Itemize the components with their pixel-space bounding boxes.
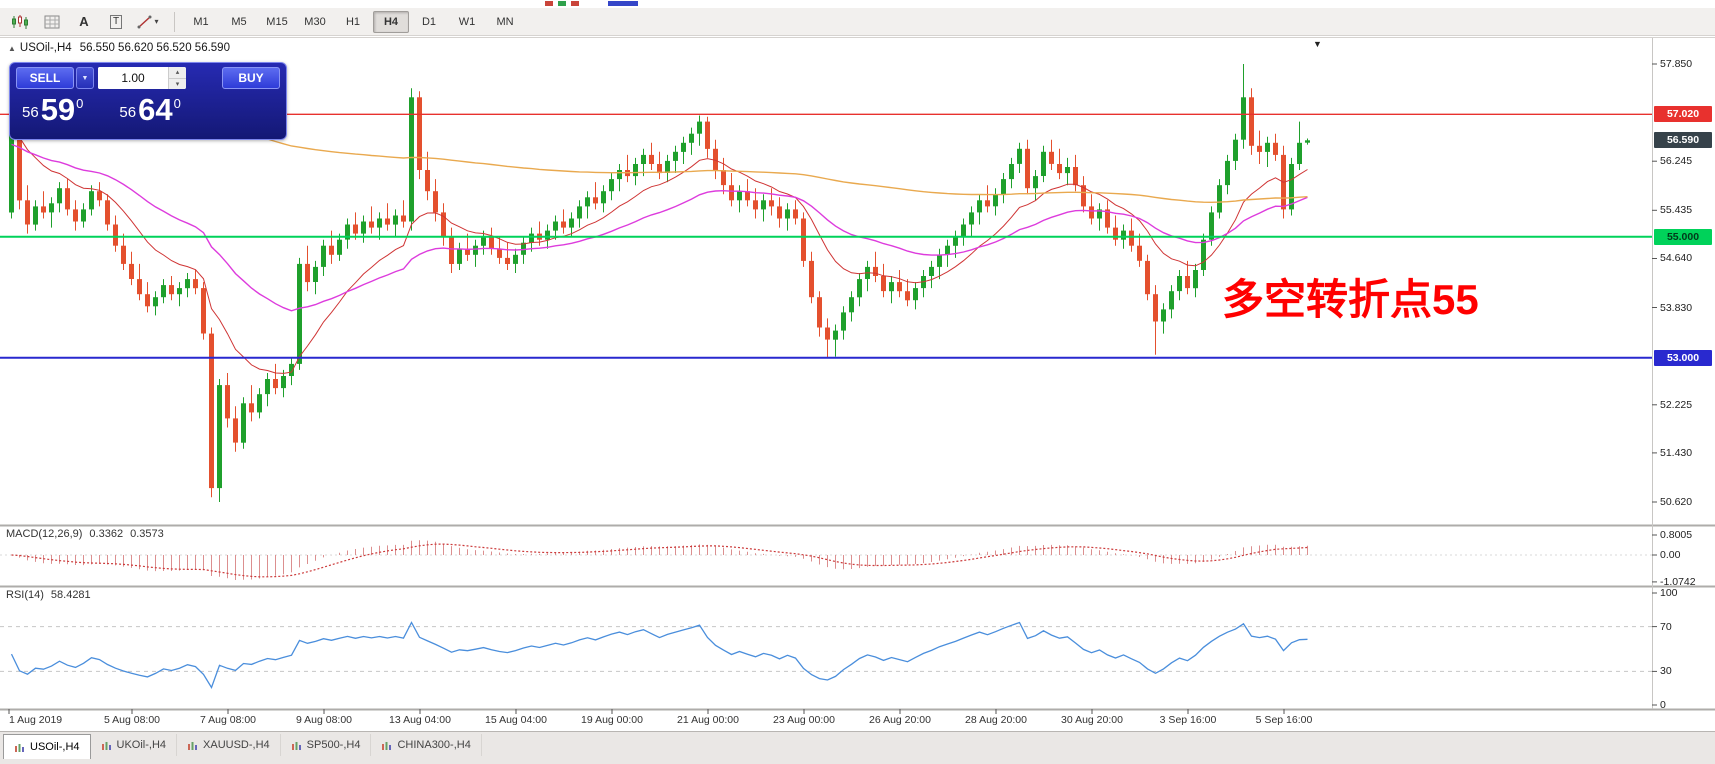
macd-main-value: 0.3362: [89, 528, 124, 540]
timeframe-m5[interactable]: M5: [231, 15, 247, 28]
tab-label: USOil-,H4: [30, 741, 80, 753]
grid-icon[interactable]: [38, 10, 66, 34]
tab-label: CHINA300-,H4: [397, 739, 471, 751]
tab-label: XAUUSD-,H4: [203, 739, 270, 751]
bid-price-sup: 0: [76, 96, 84, 111]
bid-price-prefix: 56: [22, 104, 39, 121]
charts-icon[interactable]: [6, 10, 34, 34]
rsi-indicator-header: RSI(14) 58.4281: [6, 589, 91, 601]
volume-decrease-button[interactable]: ▾: [169, 79, 186, 89]
timeframe-h1[interactable]: H1: [345, 15, 361, 28]
volume-dropdown-button[interactable]: ▼: [76, 67, 94, 89]
chart-tabs: USOil-,H4 UKOil-,H4 XAUUSD-,H4 SP500-,H4 CHI…: [3, 734, 482, 759]
collapse-panel-icon[interactable]: ▲: [8, 44, 16, 53]
tab-chart-icon: [291, 740, 302, 751]
ask-price-sup: 0: [173, 96, 181, 111]
clipped-toolbar-icon: [571, 1, 579, 6]
volume-increase-button[interactable]: ▴: [169, 67, 186, 79]
label-tool-icon[interactable]: T: [102, 10, 130, 34]
timeframe-mn[interactable]: MN: [496, 15, 514, 28]
ask-price: 56 64 0: [119, 92, 181, 127]
tab-label: UKOil-,H4: [116, 739, 167, 751]
rsi-value: 58.4281: [50, 589, 91, 601]
timeframe-m1[interactable]: M1: [193, 15, 209, 28]
tab-chart-icon: [187, 740, 198, 751]
tab-chart-icon: [381, 740, 392, 751]
timeframe-w1[interactable]: W1: [458, 15, 476, 28]
tab-chart-icon: [101, 740, 112, 751]
timeframe-m30[interactable]: M30: [304, 15, 326, 28]
tab-china300-h4[interactable]: CHINA300-,H4: [371, 734, 482, 756]
chart-ohlc-values: 56.550 56.620 56.520 56.590: [79, 42, 230, 54]
toolbar-tools: A T ▾: [6, 10, 166, 34]
chevron-down-icon: ▼: [81, 74, 89, 82]
tab-label: SP500-,H4: [306, 739, 361, 751]
main-toolbar: A T ▾ M1 M5 M15 M30 H1 H4 D1 W1 MN: [0, 8, 1715, 36]
bid-price-big: 59: [40, 92, 76, 127]
macd-label: MACD(12,26,9): [6, 528, 83, 540]
timeframe-group: M1 M5 M15 M30 H1 H4 D1 W1 MN: [183, 10, 525, 33]
rsi-label: RSI(14): [6, 589, 44, 601]
sell-button[interactable]: SELL: [16, 67, 74, 89]
dropdown-caret-icon: ▾: [154, 17, 159, 26]
clipped-toolbar-icon: [608, 1, 638, 6]
tab-ukoil-h4[interactable]: UKOil-,H4: [91, 734, 178, 756]
ask-price-big: 64: [138, 92, 173, 127]
ask-price-prefix: 56: [119, 104, 137, 121]
line-draw-icon[interactable]: ▾: [134, 10, 162, 34]
text-tool-icon[interactable]: A: [79, 14, 89, 29]
chart-header: ▲ USOil-,H4 56.550 56.620 56.520 56.590: [8, 42, 230, 54]
bid-price: 56 59 0: [22, 92, 84, 127]
chart-annotation-text: 多空转折点55: [1222, 276, 1479, 323]
tab-xauusd-h4[interactable]: XAUUSD-,H4: [177, 734, 281, 756]
clipped-toolbar-icon: [558, 1, 566, 6]
chart-tab-bar: USOil-,H4 UKOil-,H4 XAUUSD-,H4 SP500-,H4 CHI…: [0, 731, 1715, 764]
timeframe-d1[interactable]: D1: [421, 15, 437, 28]
clipped-menu-strip: [0, 0, 1715, 8]
toolbar-separator: [174, 11, 175, 32]
buy-button[interactable]: BUY: [222, 67, 280, 89]
chart-symbol-label: USOil-,H4: [19, 42, 72, 54]
macd-signal-value: 0.3573: [130, 528, 164, 540]
macd-indicator-header: MACD(12,26,9) 0.3362 0.3573: [6, 528, 164, 540]
tab-usoil-h4[interactable]: USOil-,H4: [3, 734, 91, 759]
timeframe-h4[interactable]: H4: [373, 10, 409, 33]
clipped-toolbar-icon: [545, 1, 553, 6]
volume-input[interactable]: [98, 67, 168, 89]
tab-chart-icon: [14, 742, 25, 753]
tab-sp500-h4[interactable]: SP500-,H4: [281, 734, 372, 756]
chart-shift-marker-icon[interactable]: ▼: [1313, 39, 1322, 49]
timeframe-m15[interactable]: M15: [266, 15, 288, 28]
